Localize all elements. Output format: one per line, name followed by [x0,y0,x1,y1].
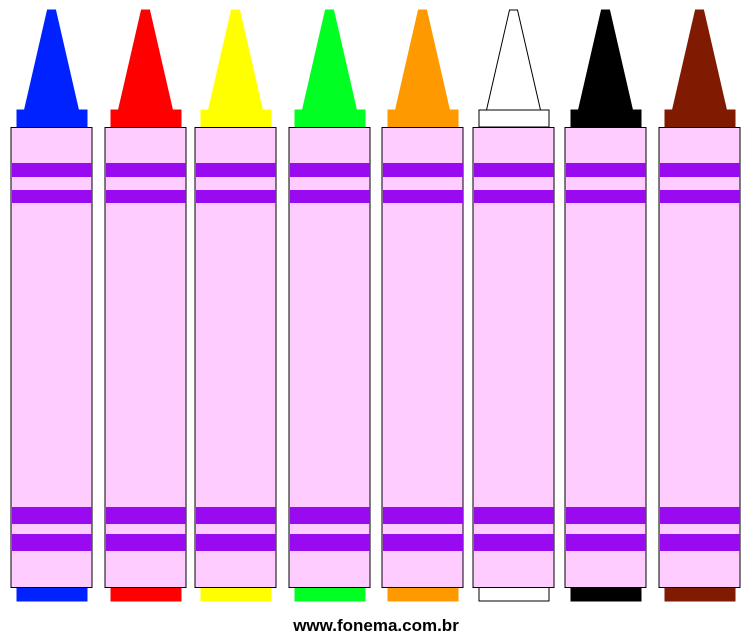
crayon-stripe [12,190,92,203]
crayon-collar [294,109,366,128]
crayon-stripe [196,163,276,177]
crayon-collar [110,109,182,128]
crayon-collar [387,109,459,128]
crayon-bottom [570,586,642,602]
crayon [564,9,647,602]
crayon-bottom [294,586,366,602]
crayon-bottom [478,586,550,602]
crayon-stripe [12,534,92,551]
crayon-stripe [660,190,740,203]
crayon-stripe [106,163,186,177]
crayon-collar [570,109,642,128]
crayon-stripe [660,534,740,551]
crayon-stripe [196,534,276,551]
footer-url: www.fonema.com.br [293,616,459,635]
crayon-tip [207,9,264,111]
crayon-stripe [290,190,370,203]
crayon-stripe [383,190,463,203]
crayon-collar [200,109,272,128]
crayon-collar [478,109,550,128]
crayon-stripe [383,163,463,177]
crayon [288,9,371,602]
crayons-illustration [10,9,741,602]
crayon [104,9,187,602]
crayon-stripe [106,507,186,524]
crayon-stripe [383,534,463,551]
crayon-tip [671,9,728,111]
crayon-stripe [196,190,276,203]
crayon-stripe [290,534,370,551]
crayon-collar [16,109,88,128]
crayon-stripe [290,163,370,177]
crayon-bottom [200,586,272,602]
crayon-stripe [474,534,554,551]
crayon-stripe [566,163,646,177]
crayon-tip [394,9,451,111]
crayon [194,9,277,602]
crayon [472,9,555,602]
crayon-stripe [196,507,276,524]
crayon [10,9,93,602]
crayon-bottom [387,586,459,602]
crayon-collar [664,109,736,128]
crayon-tip [301,9,358,111]
crayon-stripe [566,190,646,203]
crayon-stripe [106,190,186,203]
crayon-stripe [566,534,646,551]
crayon-bottom [664,586,736,602]
crayon-stripe [106,534,186,551]
crayon-tip [577,9,634,111]
crayon-tip [485,9,542,111]
crayon-stripe [474,163,554,177]
crayon-stripe [660,507,740,524]
crayon-stripe [383,507,463,524]
crayon-stripe [474,190,554,203]
crayon-bottom [16,586,88,602]
crayon-stripe [474,507,554,524]
crayon-bottom [110,586,182,602]
crayon-stripe [12,507,92,524]
crayon-stripe [660,163,740,177]
crayon-stripe [290,507,370,524]
crayon-tip [117,9,174,111]
crayon-stripe [566,507,646,524]
crayon [658,9,741,602]
crayon-stripe [12,163,92,177]
crayon-tip [23,9,80,111]
crayon [381,9,464,602]
